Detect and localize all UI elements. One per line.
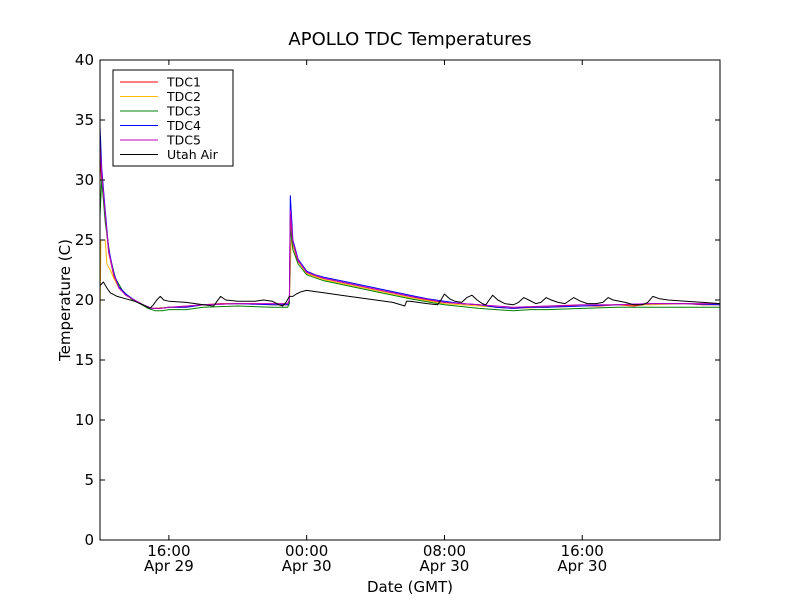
- legend-label: TDC2: [166, 89, 201, 104]
- y-tick-label: 40: [75, 51, 94, 69]
- y-tick-label: 5: [84, 471, 94, 489]
- legend-label: Utah Air: [167, 147, 219, 162]
- y-tick-label: 20: [75, 291, 94, 309]
- legend-label: TDC5: [166, 133, 201, 148]
- legend-label: TDC3: [166, 104, 201, 119]
- x-tick-date-label: Apr 30: [420, 557, 470, 575]
- x-tick-time-label: 16:00: [561, 542, 604, 560]
- legend-box: [112, 69, 234, 167]
- y-tick-label: 35: [75, 111, 94, 129]
- y-tick-label: 30: [75, 171, 94, 189]
- series-line-utah-air: [99, 281, 721, 309]
- y-tick-label: 15: [75, 351, 94, 369]
- series-line-tdc5: [99, 143, 720, 309]
- y-tick-label: 0: [84, 531, 94, 549]
- x-tick-date-label: Apr 30: [282, 557, 332, 575]
- x-tick-time-label: 08:00: [423, 542, 466, 560]
- y-tick-label: 25: [75, 231, 94, 249]
- legend-label: TDC4: [166, 118, 201, 133]
- x-tick-date-label: Apr 30: [557, 557, 607, 575]
- x-axis-title: Date (GMT): [367, 578, 453, 596]
- x-tick-date-label: Apr 29: [144, 557, 194, 575]
- y-axis-title: Temperature (C): [56, 239, 74, 362]
- x-tick-time-label: 00:00: [285, 542, 328, 560]
- y-tick-label: 10: [75, 411, 94, 429]
- series-layer: [99, 125, 721, 313]
- x-tick-time-label: 16:00: [147, 542, 190, 560]
- chart-title: APOLLO TDC Temperatures: [288, 29, 531, 50]
- legend-label: TDC1: [166, 75, 201, 90]
